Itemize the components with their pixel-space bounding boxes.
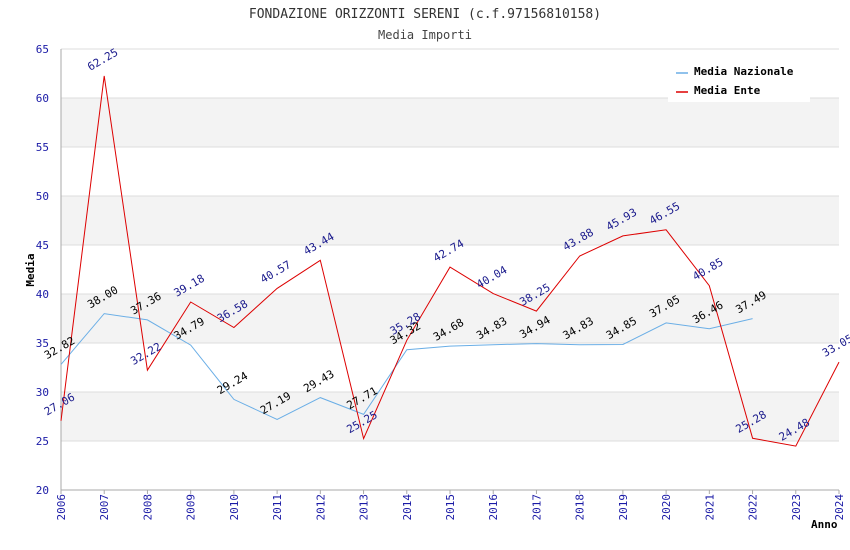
x-tick-label: 2016 (487, 494, 500, 521)
plot-band (61, 441, 839, 490)
y-tick-label: 35 (36, 337, 49, 350)
axes (60, 49, 840, 494)
x-tick-label: 2014 (401, 494, 414, 521)
legend: Media Nazionale Media Ente (668, 58, 810, 102)
y-tick-label: 25 (36, 435, 49, 448)
x-tick-label: 2017 (530, 494, 543, 521)
y-axis-label: Media (24, 253, 37, 286)
y-tick-label: 40 (36, 288, 49, 301)
x-tick-label: 2009 (185, 494, 198, 521)
x-tick-label: 2019 (617, 494, 630, 521)
y-tick-label: 20 (36, 484, 49, 497)
y-tick-label: 30 (36, 386, 49, 399)
plot-band (61, 196, 839, 245)
x-tick-label: 2021 (703, 494, 716, 521)
chart-subtitle: Media Importi (378, 28, 472, 42)
series-lines (60, 75, 840, 447)
plot-band (61, 147, 839, 196)
y-tick-label: 50 (36, 190, 49, 203)
gridlines (61, 48, 839, 491)
x-tick-label: 2010 (228, 494, 241, 521)
y-tick-labels: 20 25 30 35 40 45 50 55 60 65 (36, 43, 49, 497)
series-line-media-nazionale (60, 313, 753, 421)
x-tick-label: 2013 (358, 494, 371, 521)
x-tick-label: 2018 (574, 494, 587, 521)
x-tick-label: 2015 (444, 494, 457, 521)
plot-bands (61, 49, 839, 490)
x-tick-label: 2012 (314, 494, 327, 521)
y-tick-label: 55 (36, 141, 49, 154)
x-tick-label: 2007 (98, 494, 111, 521)
legend-label-media-ente: Media Ente (694, 84, 761, 97)
y-tick-label: 45 (36, 239, 49, 252)
x-tick-label: 2023 (790, 494, 803, 521)
x-tick-labels: 2006 2007 2008 2009 2010 2011 2012 2013 2014 2015… (55, 494, 846, 521)
y-tick-label: 60 (36, 92, 49, 105)
x-tick-label: 2008 (141, 494, 154, 521)
series-line-media-ente (60, 75, 840, 447)
plot-band (61, 392, 839, 441)
legend-background (668, 58, 810, 102)
x-tick-label: 2006 (55, 494, 68, 521)
x-axis-label: Anno (811, 518, 838, 531)
x-tick-label: 2011 (271, 494, 284, 521)
plot-band (61, 98, 839, 147)
chart-title: FONDAZIONE ORIZZONTI SERENI (c.f.9715681… (249, 7, 601, 22)
x-tick-label: 2020 (660, 494, 673, 521)
x-tick-label: 2022 (747, 494, 760, 521)
y-tick-label: 65 (36, 43, 49, 56)
x-tick-label: 2024 (833, 494, 846, 521)
legend-label-media-nazionale: Media Nazionale (694, 65, 794, 78)
plot-band (61, 343, 839, 392)
